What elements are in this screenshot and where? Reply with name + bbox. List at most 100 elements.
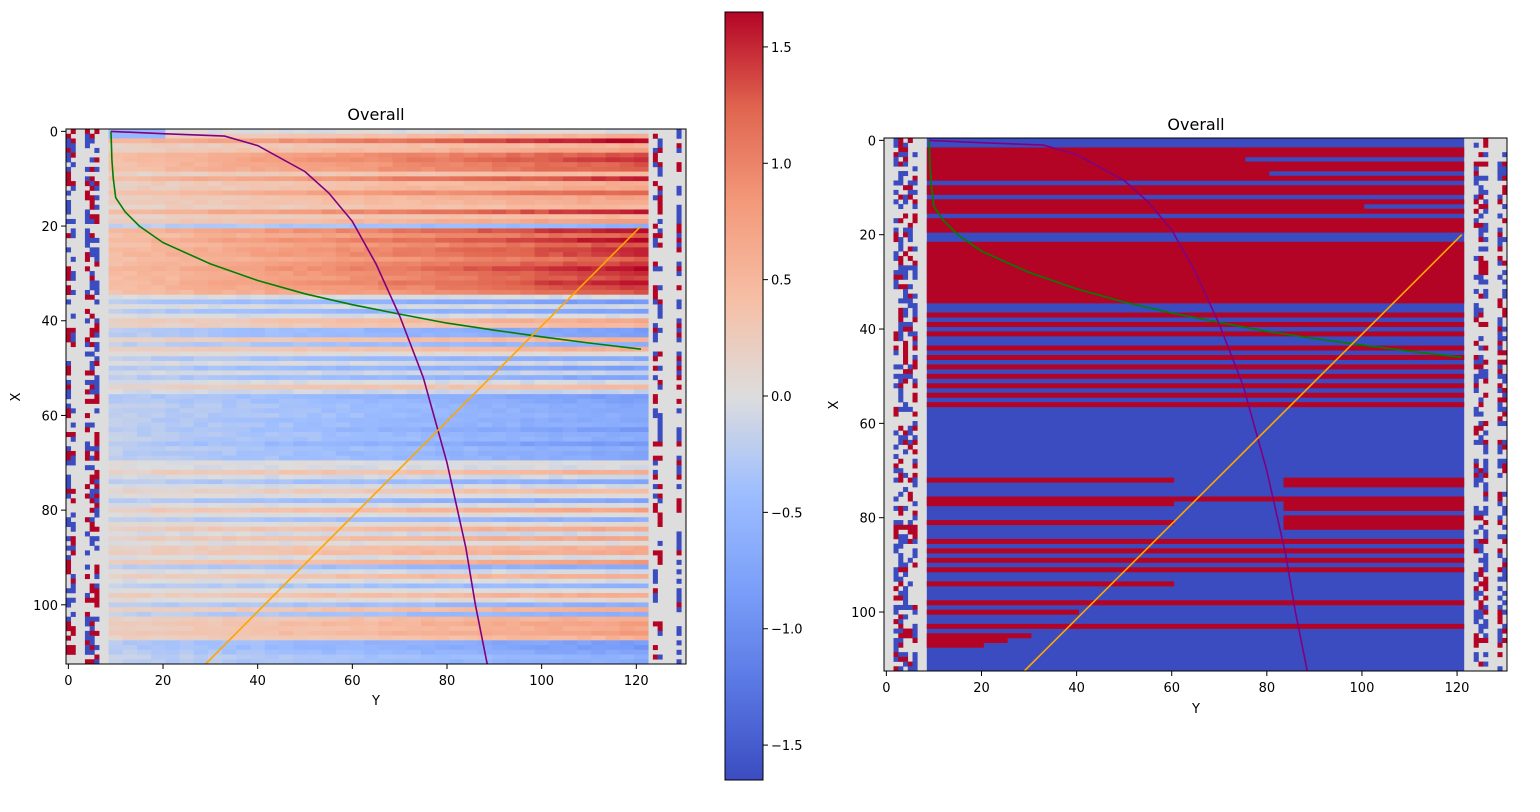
heatmap-cell	[250, 574, 266, 580]
heatmap-cell	[491, 171, 507, 177]
heatmap-cell	[477, 370, 493, 376]
heatmap-cell	[392, 351, 408, 357]
heatmap-cell	[321, 503, 337, 509]
heatmap-cell	[236, 592, 251, 599]
heatmap-cell	[893, 199, 899, 205]
red-cell-run	[926, 298, 1465, 304]
heatmap-cell	[66, 517, 72, 523]
heatmap-cell	[435, 318, 450, 324]
heatmap-cell	[222, 200, 237, 206]
heatmap-cell	[392, 327, 408, 333]
heatmap-cell	[477, 337, 493, 343]
heatmap-cell	[633, 218, 649, 225]
heatmap-cell	[321, 275, 337, 281]
heatmap-cell	[652, 337, 658, 343]
colorbar-tick-label: −1.5	[771, 739, 803, 754]
heatmap-cell	[633, 446, 649, 452]
heatmap-cell	[179, 365, 195, 371]
heatmap-cell	[89, 360, 95, 367]
heatmap-cell	[605, 360, 621, 367]
heatmap-cell	[591, 304, 606, 310]
heatmap-cell	[193, 531, 209, 537]
heatmap-cell	[633, 574, 649, 580]
heatmap-cell	[406, 626, 422, 632]
heatmap-cell	[548, 498, 564, 504]
heatmap-cell	[633, 417, 649, 423]
heatmap-cell	[364, 181, 379, 187]
heatmap-cell	[591, 635, 606, 641]
heatmap-cell	[321, 162, 337, 168]
heatmap-cell	[619, 427, 635, 433]
heatmap-cell	[321, 394, 337, 400]
heatmap-cell	[321, 649, 337, 655]
heatmap-cell	[577, 365, 592, 371]
heatmap-cell	[278, 204, 294, 210]
heatmap-cell	[108, 147, 124, 154]
heatmap-cell	[70, 147, 76, 153]
heatmap-cell	[676, 536, 682, 542]
heatmap-cell	[236, 611, 251, 618]
heatmap-cell	[392, 157, 408, 163]
heatmap-cell	[534, 218, 550, 225]
heatmap-cell	[548, 408, 564, 414]
heatmap-cell	[307, 228, 322, 234]
heatmap-cell	[420, 233, 436, 239]
heatmap-cell	[435, 129, 450, 135]
heatmap-cell	[278, 413, 294, 419]
heatmap-cell	[364, 545, 379, 551]
heatmap-cell	[179, 394, 195, 400]
heatmap-cell	[293, 398, 308, 404]
heatmap-cell	[364, 204, 379, 210]
heatmap-cell	[151, 138, 166, 144]
heatmap-cell	[633, 147, 649, 154]
heatmap-cell	[619, 162, 635, 168]
heatmap-cell	[151, 545, 166, 551]
heatmap-cell	[477, 479, 493, 485]
heatmap-cell	[435, 285, 450, 291]
heatmap-cell	[548, 280, 564, 286]
heatmap-cell	[435, 195, 450, 201]
colorbar-tick-label: 1.0	[771, 157, 792, 172]
heatmap-cell	[264, 550, 280, 556]
heatmap-cell	[1473, 255, 1479, 261]
heatmap-cell	[477, 342, 493, 348]
heatmap-cell	[364, 432, 379, 438]
heatmap-cell	[491, 389, 507, 395]
heatmap-cell	[207, 327, 223, 333]
heatmap-cell	[657, 233, 663, 239]
heatmap-cell	[491, 200, 507, 206]
heatmap-cell	[108, 247, 124, 253]
heatmap-cell	[278, 469, 294, 476]
heatmap-cell	[335, 455, 351, 461]
heatmap-cell	[506, 370, 521, 376]
heatmap-cell	[264, 318, 280, 324]
heatmap-cell	[151, 432, 166, 438]
heatmap-cell	[165, 417, 180, 423]
heatmap-cell	[534, 242, 550, 248]
heatmap-cell	[321, 299, 337, 305]
heatmap-cell	[577, 176, 592, 182]
heatmap-cell	[548, 275, 564, 281]
heatmap-cell	[562, 171, 578, 177]
heatmap-cell	[633, 498, 649, 504]
heatmap-cell	[293, 133, 308, 139]
heatmap-cell	[1473, 199, 1479, 205]
heatmap-cell	[520, 531, 535, 537]
heatmap-cell	[70, 408, 76, 414]
heatmap-cell	[335, 488, 351, 494]
heatmap-cell	[264, 304, 280, 310]
heatmap-cell	[207, 446, 223, 452]
heatmap-cell	[477, 569, 493, 575]
heatmap-cell	[264, 280, 280, 286]
heatmap-cell	[657, 195, 663, 201]
heatmap-cell	[293, 507, 308, 513]
heatmap-cell	[84, 427, 90, 433]
heatmap-cell	[349, 394, 365, 400]
heatmap-cell	[577, 304, 592, 310]
heatmap-cell	[577, 394, 592, 400]
heatmap-cell	[236, 659, 251, 665]
heatmap-cell	[378, 574, 393, 580]
heatmap-cell	[264, 394, 280, 400]
heatmap-cell	[70, 450, 76, 456]
heatmap-cell	[619, 138, 635, 144]
